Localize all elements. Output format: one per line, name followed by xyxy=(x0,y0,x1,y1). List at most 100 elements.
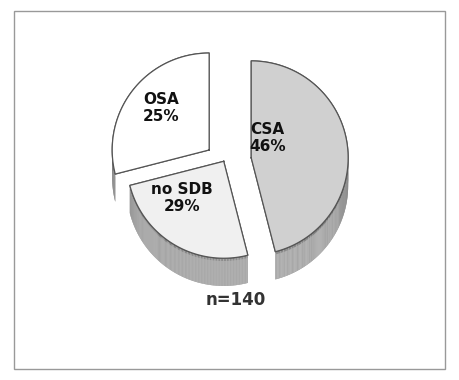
Polygon shape xyxy=(139,208,140,237)
Polygon shape xyxy=(217,258,219,286)
Polygon shape xyxy=(278,250,281,279)
Polygon shape xyxy=(152,227,153,256)
Polygon shape xyxy=(336,205,337,231)
Polygon shape xyxy=(155,229,156,258)
Text: n=140: n=140 xyxy=(205,291,265,309)
Polygon shape xyxy=(162,239,163,264)
Polygon shape xyxy=(206,260,207,285)
Polygon shape xyxy=(233,258,234,285)
Polygon shape xyxy=(148,222,149,251)
Polygon shape xyxy=(326,220,327,247)
Polygon shape xyxy=(325,223,326,249)
Polygon shape xyxy=(131,190,132,219)
Polygon shape xyxy=(327,216,329,246)
Polygon shape xyxy=(333,211,334,238)
Polygon shape xyxy=(281,252,282,278)
Polygon shape xyxy=(227,258,228,286)
Polygon shape xyxy=(221,261,222,286)
Polygon shape xyxy=(200,258,201,283)
Polygon shape xyxy=(330,216,331,242)
Polygon shape xyxy=(153,231,154,256)
Polygon shape xyxy=(185,250,186,278)
Polygon shape xyxy=(225,258,227,286)
Polygon shape xyxy=(319,225,321,255)
Polygon shape xyxy=(315,229,317,258)
Polygon shape xyxy=(174,247,175,272)
Polygon shape xyxy=(243,259,244,284)
Polygon shape xyxy=(320,228,321,254)
Polygon shape xyxy=(291,248,292,274)
Polygon shape xyxy=(142,214,143,242)
Polygon shape xyxy=(202,259,203,284)
Polygon shape xyxy=(294,247,295,272)
Polygon shape xyxy=(198,258,199,283)
Polygon shape xyxy=(245,258,246,283)
Polygon shape xyxy=(175,245,176,274)
Polygon shape xyxy=(307,239,308,265)
Polygon shape xyxy=(306,236,308,266)
Polygon shape xyxy=(239,257,241,285)
Polygon shape xyxy=(146,222,147,248)
Polygon shape xyxy=(234,260,235,285)
Polygon shape xyxy=(336,202,337,232)
Polygon shape xyxy=(277,254,278,279)
Polygon shape xyxy=(176,246,178,274)
Polygon shape xyxy=(251,61,348,252)
Polygon shape xyxy=(186,250,187,279)
Polygon shape xyxy=(232,261,233,286)
Polygon shape xyxy=(291,245,294,274)
Polygon shape xyxy=(313,234,314,260)
Polygon shape xyxy=(112,53,209,174)
Polygon shape xyxy=(304,238,306,267)
Polygon shape xyxy=(162,236,163,265)
Polygon shape xyxy=(297,242,299,271)
Polygon shape xyxy=(192,256,193,281)
Polygon shape xyxy=(199,255,201,283)
Polygon shape xyxy=(340,194,341,225)
Polygon shape xyxy=(198,255,199,283)
Polygon shape xyxy=(159,233,160,262)
Polygon shape xyxy=(141,212,142,241)
Polygon shape xyxy=(301,239,304,269)
Polygon shape xyxy=(209,260,210,285)
Polygon shape xyxy=(282,252,283,277)
Polygon shape xyxy=(323,221,325,250)
Polygon shape xyxy=(207,260,208,285)
Polygon shape xyxy=(278,253,280,279)
Polygon shape xyxy=(190,255,191,280)
Polygon shape xyxy=(145,217,146,246)
Polygon shape xyxy=(237,260,238,285)
Polygon shape xyxy=(325,218,327,249)
Polygon shape xyxy=(224,261,225,286)
Text: OSA
25%: OSA 25% xyxy=(143,92,180,124)
Polygon shape xyxy=(215,261,216,286)
Polygon shape xyxy=(171,243,173,271)
Polygon shape xyxy=(168,244,169,269)
Polygon shape xyxy=(144,216,145,245)
Polygon shape xyxy=(134,198,135,228)
Polygon shape xyxy=(201,258,202,283)
Polygon shape xyxy=(308,238,309,264)
Polygon shape xyxy=(138,207,139,236)
Polygon shape xyxy=(310,236,312,262)
Text: CSA
46%: CSA 46% xyxy=(249,122,286,154)
Polygon shape xyxy=(333,207,335,237)
Polygon shape xyxy=(170,245,171,270)
Polygon shape xyxy=(217,261,218,286)
Polygon shape xyxy=(275,251,278,279)
Polygon shape xyxy=(157,231,158,260)
Polygon shape xyxy=(309,237,310,263)
Polygon shape xyxy=(229,261,230,286)
Polygon shape xyxy=(225,261,226,286)
Polygon shape xyxy=(319,229,320,255)
Polygon shape xyxy=(183,252,184,277)
Polygon shape xyxy=(337,200,339,230)
Polygon shape xyxy=(341,192,342,222)
Polygon shape xyxy=(331,214,332,240)
Polygon shape xyxy=(165,238,166,267)
Polygon shape xyxy=(190,252,192,280)
Polygon shape xyxy=(211,260,212,285)
Polygon shape xyxy=(188,254,189,279)
Polygon shape xyxy=(189,252,190,280)
Polygon shape xyxy=(210,260,211,285)
